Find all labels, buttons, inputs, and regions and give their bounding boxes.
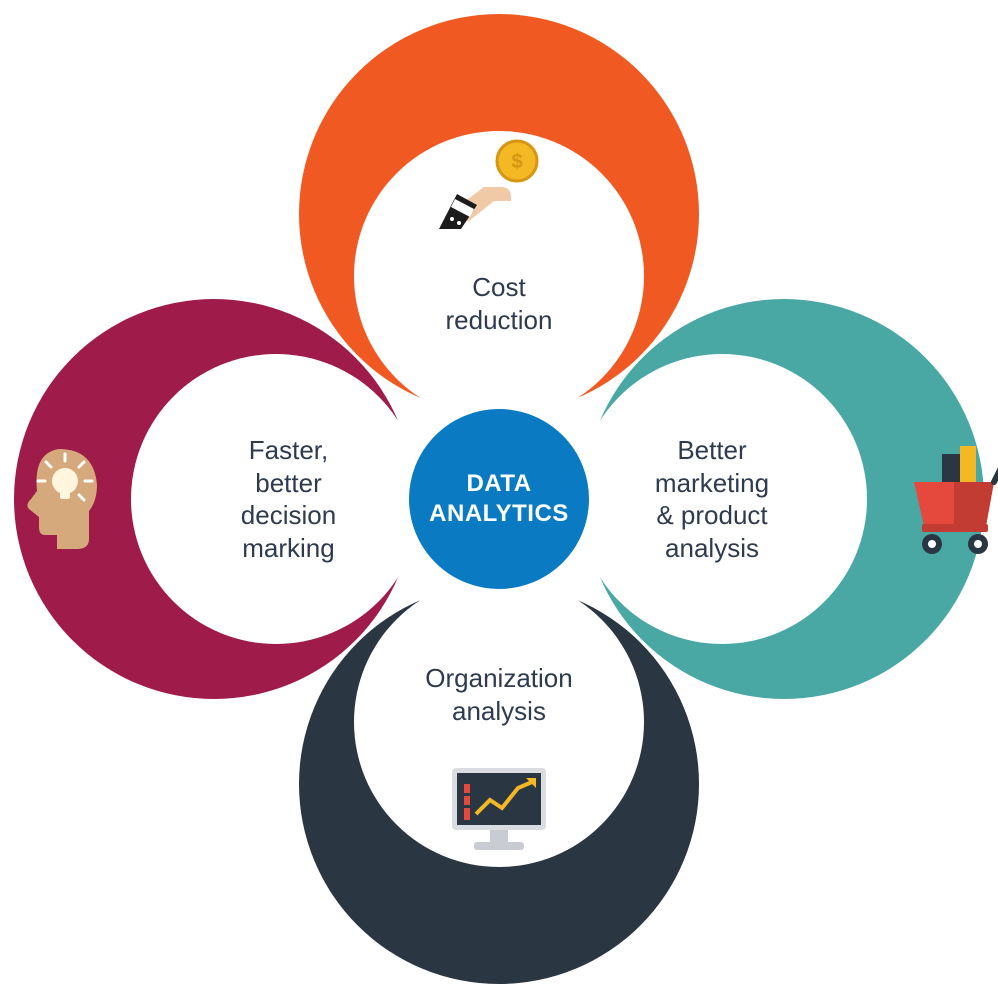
- infographic-canvas: $ Cost reduction Better marketing & prod…: [0, 0, 998, 998]
- center-label: DATA ANALYTICS: [429, 469, 569, 529]
- svg-text:$: $: [511, 151, 522, 173]
- center-circle: DATA ANALYTICS: [399, 399, 599, 599]
- head-bulb-icon: [0, 439, 109, 559]
- petal-top-content: $ Cost reduction: [354, 131, 644, 421]
- petal-bottom-content: Organization analysis: [354, 577, 644, 867]
- petal-left-content: Faster, better decision marking: [131, 354, 421, 644]
- petal-top-label: Cost reduction: [446, 271, 553, 336]
- petal-right-label: Better marketing & product analysis: [655, 434, 769, 564]
- analytics-monitor-icon: [444, 762, 554, 857]
- petal-left-label: Faster, better decision marking: [241, 434, 336, 564]
- petal-right-content: Better marketing & product analysis: [577, 354, 867, 644]
- shopping-cart-icon: [894, 444, 998, 564]
- hand-coin-icon: $: [439, 139, 559, 229]
- petal-bottom-label: Organization analysis: [425, 662, 572, 727]
